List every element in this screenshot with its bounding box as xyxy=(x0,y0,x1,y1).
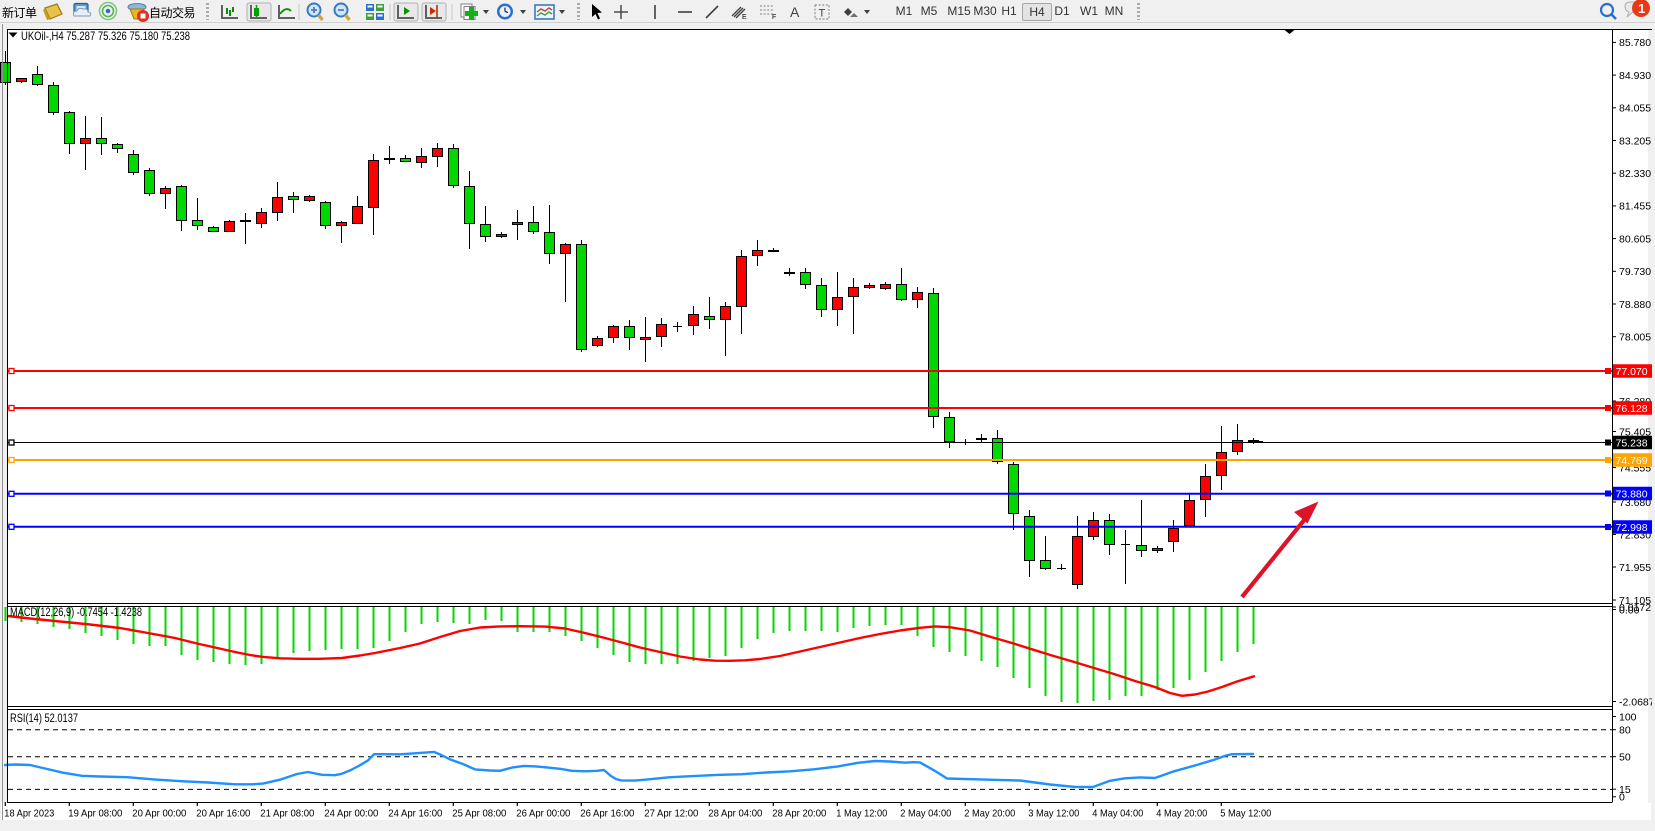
svg-text:15: 15 xyxy=(1619,784,1631,796)
svg-text:UKOil-,H4 75.287 75.326 75.18: UKOil-,H4 75.287 75.326 75.180 75.238 xyxy=(21,29,190,43)
svg-text:50: 50 xyxy=(1619,752,1631,764)
svg-text:24 Apr 16:00: 24 Apr 16:00 xyxy=(388,808,442,820)
svg-text:71.955: 71.955 xyxy=(1619,562,1651,574)
svg-text:0: 0 xyxy=(1619,792,1625,804)
svg-text:1: 1 xyxy=(1638,1,1645,16)
svg-text:71.105: 71.105 xyxy=(1619,595,1651,607)
svg-text:25 Apr 08:00: 25 Apr 08:00 xyxy=(452,808,506,820)
svg-text:26 Apr 00:00: 26 Apr 00:00 xyxy=(516,808,570,820)
svg-text:0.0172: 0.0172 xyxy=(1619,602,1651,614)
svg-text:100: 100 xyxy=(1619,711,1637,723)
svg-text:24 Apr 00:00: 24 Apr 00:00 xyxy=(324,808,378,820)
svg-text:81.455: 81.455 xyxy=(1619,201,1651,213)
svg-text:79.730: 79.730 xyxy=(1619,266,1651,278)
svg-text:26 Apr 16:00: 26 Apr 16:00 xyxy=(580,808,634,820)
svg-text:20 Apr 16:00: 20 Apr 16:00 xyxy=(196,808,250,820)
svg-text:84.930: 84.930 xyxy=(1619,70,1651,82)
svg-text:78.005: 78.005 xyxy=(1619,332,1651,344)
svg-text:MACD(12,26,9) -0.7454 -1.4238: MACD(12,26,9) -0.7454 -1.4238 xyxy=(10,607,142,619)
svg-text:A: A xyxy=(790,4,800,20)
svg-text:28 Apr 04:00: 28 Apr 04:00 xyxy=(708,808,762,820)
svg-text:T: T xyxy=(819,8,826,20)
svg-text:19 Apr 08:00: 19 Apr 08:00 xyxy=(68,808,122,820)
svg-text:84.055: 84.055 xyxy=(1619,103,1651,115)
svg-text:76.128: 76.128 xyxy=(1616,403,1648,415)
svg-text:4 May 20:00: 4 May 20:00 xyxy=(1156,808,1207,820)
svg-text:75.405: 75.405 xyxy=(1619,426,1651,438)
svg-text:83.205: 83.205 xyxy=(1619,135,1651,147)
svg-text:2 May 04:00: 2 May 04:00 xyxy=(900,808,951,820)
svg-text:2 May 20:00: 2 May 20:00 xyxy=(964,808,1015,820)
svg-text:78.880: 78.880 xyxy=(1619,299,1651,311)
svg-text:77.070: 77.070 xyxy=(1616,366,1648,378)
svg-text:3 May 12:00: 3 May 12:00 xyxy=(1028,808,1079,820)
svg-text:74.769: 74.769 xyxy=(1616,455,1648,467)
svg-text:82.330: 82.330 xyxy=(1619,168,1651,180)
svg-text:E: E xyxy=(742,14,747,21)
svg-text:1 May 12:00: 1 May 12:00 xyxy=(836,808,887,820)
svg-text:18 Apr 2023: 18 Apr 2023 xyxy=(4,808,54,820)
svg-text:4 May 04:00: 4 May 04:00 xyxy=(1092,808,1143,820)
svg-text:21 Apr 08:00: 21 Apr 08:00 xyxy=(260,808,314,820)
svg-text:F: F xyxy=(772,14,776,21)
svg-text:RSI(14) 52.0137: RSI(14) 52.0137 xyxy=(10,713,78,725)
svg-text:80.605: 80.605 xyxy=(1619,233,1651,245)
svg-text:75.238: 75.238 xyxy=(1616,438,1648,450)
svg-text:85.780: 85.780 xyxy=(1619,37,1651,49)
svg-text:28 Apr 20:00: 28 Apr 20:00 xyxy=(772,808,826,820)
svg-text:5 May 12:00: 5 May 12:00 xyxy=(1220,808,1271,820)
svg-text:72.998: 72.998 xyxy=(1616,522,1648,534)
svg-text:80: 80 xyxy=(1619,725,1631,737)
svg-text:0.00: 0.00 xyxy=(1619,604,1640,616)
svg-text:20 Apr 00:00: 20 Apr 00:00 xyxy=(132,808,186,820)
svg-text:73.880: 73.880 xyxy=(1616,489,1648,501)
svg-text:-2.0687: -2.0687 xyxy=(1619,696,1655,708)
svg-text:27 Apr 12:00: 27 Apr 12:00 xyxy=(644,808,698,820)
